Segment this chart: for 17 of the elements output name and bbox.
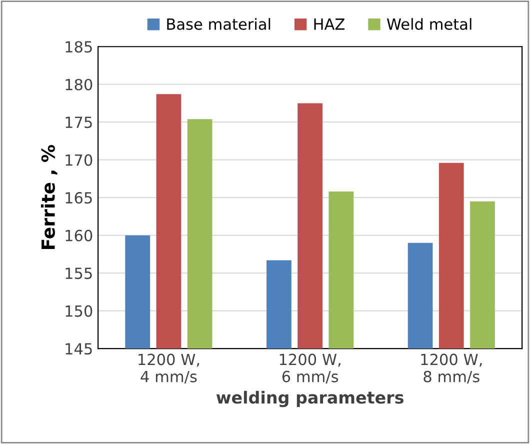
x-axis-title: welding parameters (216, 390, 404, 408)
y-tick-label: 145 (66, 343, 92, 355)
y-tick-label: 150 (66, 305, 92, 317)
legend-label: Base material (167, 18, 270, 30)
y-tick-label: 165 (66, 192, 92, 204)
y-axis-title: Ferrite , % (40, 145, 58, 250)
y-tick-label: 175 (66, 116, 92, 128)
x-tick-label: 1200 W, 4 mm/s (138, 354, 200, 384)
y-tick-label: 160 (66, 230, 92, 242)
x-tick-label: 1200 W, 6 mm/s (280, 354, 340, 384)
y-tick-label: 180 (66, 78, 92, 90)
y-tick-label: 155 (66, 268, 92, 280)
y-tick-label: 170 (66, 154, 92, 166)
legend-label: HAZ (314, 18, 345, 30)
legend-label: Weld metal (386, 18, 472, 30)
y-tick-label: 185 (66, 41, 92, 53)
x-tick-label: 1200 W, 8 mm/s (421, 354, 482, 384)
